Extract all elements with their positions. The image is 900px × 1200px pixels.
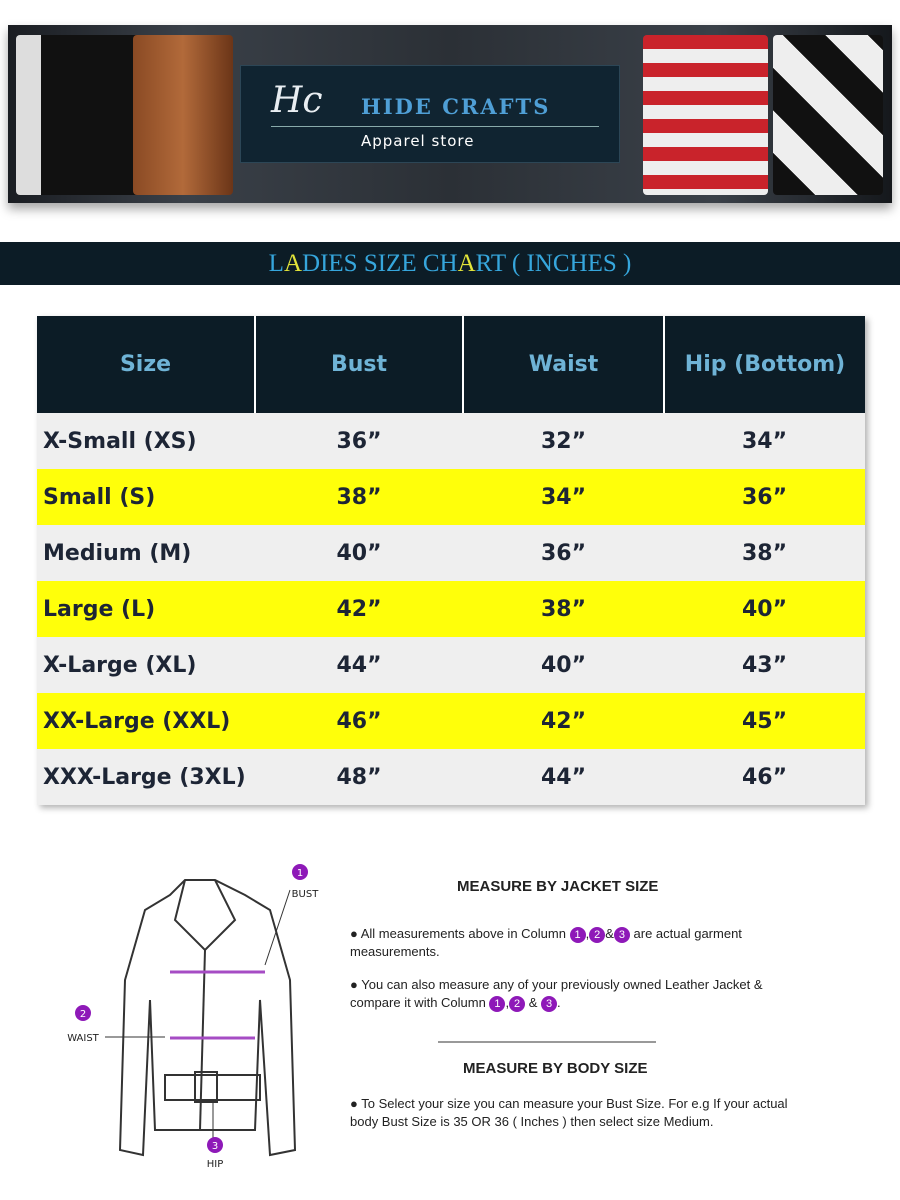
bullet-text: All measurements above in Column	[360, 926, 566, 941]
column-1-badge: 1	[569, 926, 586, 943]
jacket-photo-flag	[643, 35, 768, 195]
cell-waist: 40”	[463, 637, 664, 693]
jacket-size-heading: MEASURE BY JACKET SIZE	[457, 878, 659, 895]
page-title: LADIES SIZE CHART ( INCHES )	[0, 242, 900, 285]
cell-hip: 40”	[664, 581, 865, 637]
bullet-previous-jacket: ● You can also measure any of your previ…	[350, 977, 763, 1012]
cell-bust: 36”	[255, 413, 463, 469]
marker-2	[75, 1005, 91, 1021]
size-chart-table: Size Bust Waist Hip (Bottom) X-Small (XS…	[37, 316, 865, 805]
sep: &	[605, 926, 614, 941]
table-row: Medium (M) 40” 36” 38”	[37, 525, 865, 581]
jacket-photo-checkered	[773, 35, 883, 195]
cell-waist: 36”	[463, 525, 664, 581]
table-row: Large (L) 42” 38” 40”	[37, 581, 865, 637]
logo-mark: Hc	[271, 80, 323, 121]
hip-label: HIP	[207, 1159, 224, 1170]
sep: ,	[505, 995, 510, 1010]
marker-1-label: 1	[297, 868, 303, 879]
title-part: A	[283, 250, 303, 277]
column-2-badge: 2	[589, 926, 606, 943]
brand-tagline: Apparel store	[361, 132, 475, 150]
cell-hip: 34”	[664, 413, 865, 469]
sep: ,	[585, 926, 590, 941]
bullet-text: You can also measure any of your previou…	[350, 977, 763, 1010]
cell-bust: 40”	[255, 525, 463, 581]
cell-bust: 38”	[255, 469, 463, 525]
table-row: Small (S) 38” 34” 36”	[37, 469, 865, 525]
header-waist: Waist	[463, 316, 665, 413]
jacket-diagram: 1 BUST 2 WAIST 3 HIP	[67, 864, 320, 1170]
brand-name: HIDE CRAFTS	[361, 94, 551, 119]
hide-crafts-logo: Hc HIDE CRAFTS Apparel store	[240, 65, 620, 163]
marker-3-label: 3	[212, 1141, 218, 1152]
bust-label: BUST	[292, 889, 320, 900]
table-row: XX-Large (XXL) 46” 42” 45”	[37, 693, 865, 749]
title-part: L	[268, 250, 284, 277]
title-part: A	[457, 250, 476, 277]
column-2-badge: 2	[509, 995, 526, 1012]
sep: .	[557, 995, 561, 1010]
cell-size: X-Small (XS)	[37, 413, 255, 469]
bullet-body-size: ● To Select your size you can measure yo…	[350, 1096, 788, 1129]
cell-hip: 36”	[664, 469, 865, 525]
table-row: X-Small (XS) 36” 32” 34”	[37, 413, 865, 469]
cell-hip: 38”	[664, 525, 865, 581]
marker-3	[207, 1137, 223, 1153]
cell-waist: 38”	[463, 581, 664, 637]
title-part: DIES SIZE CH	[302, 250, 458, 277]
cell-waist: 34”	[463, 469, 664, 525]
cell-bust: 42”	[255, 581, 463, 637]
sep: &	[528, 995, 538, 1010]
table-header-row: Size Bust Waist Hip (Bottom)	[37, 316, 865, 413]
cell-bust: 46”	[255, 693, 463, 749]
jacket-photo-brown-vest	[133, 35, 233, 195]
bullet-garment-measurements: ● All measurements above in Column 1, 2 & 3…	[350, 926, 742, 959]
bullet-text: To Select your size you can measure your…	[350, 1096, 788, 1129]
cell-bust: 48”	[255, 749, 463, 805]
cell-size: Large (L)	[37, 581, 255, 637]
cell-size: X-Large (XL)	[37, 637, 255, 693]
cell-waist: 44”	[463, 749, 664, 805]
header-hip: Hip (Bottom)	[664, 316, 865, 413]
header-bust: Bust	[255, 316, 464, 413]
cell-size: XX-Large (XXL)	[37, 693, 255, 749]
cell-bust: 44”	[255, 637, 463, 693]
column-1-badge: 1	[489, 995, 506, 1012]
table-row: X-Large (XL) 44” 40” 43”	[37, 637, 865, 693]
title-part: RT ( INCHES )	[475, 250, 632, 277]
column-3-badge: 3	[613, 926, 630, 943]
bullet-text: are actual garment measurements.	[350, 926, 742, 959]
cell-size: Small (S)	[37, 469, 255, 525]
cell-waist: 42”	[463, 693, 664, 749]
waist-label: WAIST	[67, 1033, 99, 1044]
store-banner: Hc HIDE CRAFTS Apparel store	[8, 25, 892, 203]
cell-size: Medium (M)	[37, 525, 255, 581]
header-size: Size	[37, 316, 256, 413]
jacket-photo-detroit-lions	[16, 35, 156, 195]
body-size-heading: MEASURE BY BODY SIZE	[463, 1060, 648, 1077]
table-row: XXX-Large (3XL) 48” 44” 46”	[37, 749, 865, 805]
cell-hip: 43”	[664, 637, 865, 693]
cell-waist: 32”	[463, 413, 664, 469]
marker-1	[292, 864, 308, 880]
cell-hip: 46”	[664, 749, 865, 805]
column-3-badge: 3	[541, 995, 557, 1012]
cell-size: XXX-Large (3XL)	[37, 749, 255, 805]
cell-hip: 45”	[664, 693, 865, 749]
marker-2-label: 2	[80, 1009, 86, 1020]
section-divider	[438, 1041, 656, 1043]
